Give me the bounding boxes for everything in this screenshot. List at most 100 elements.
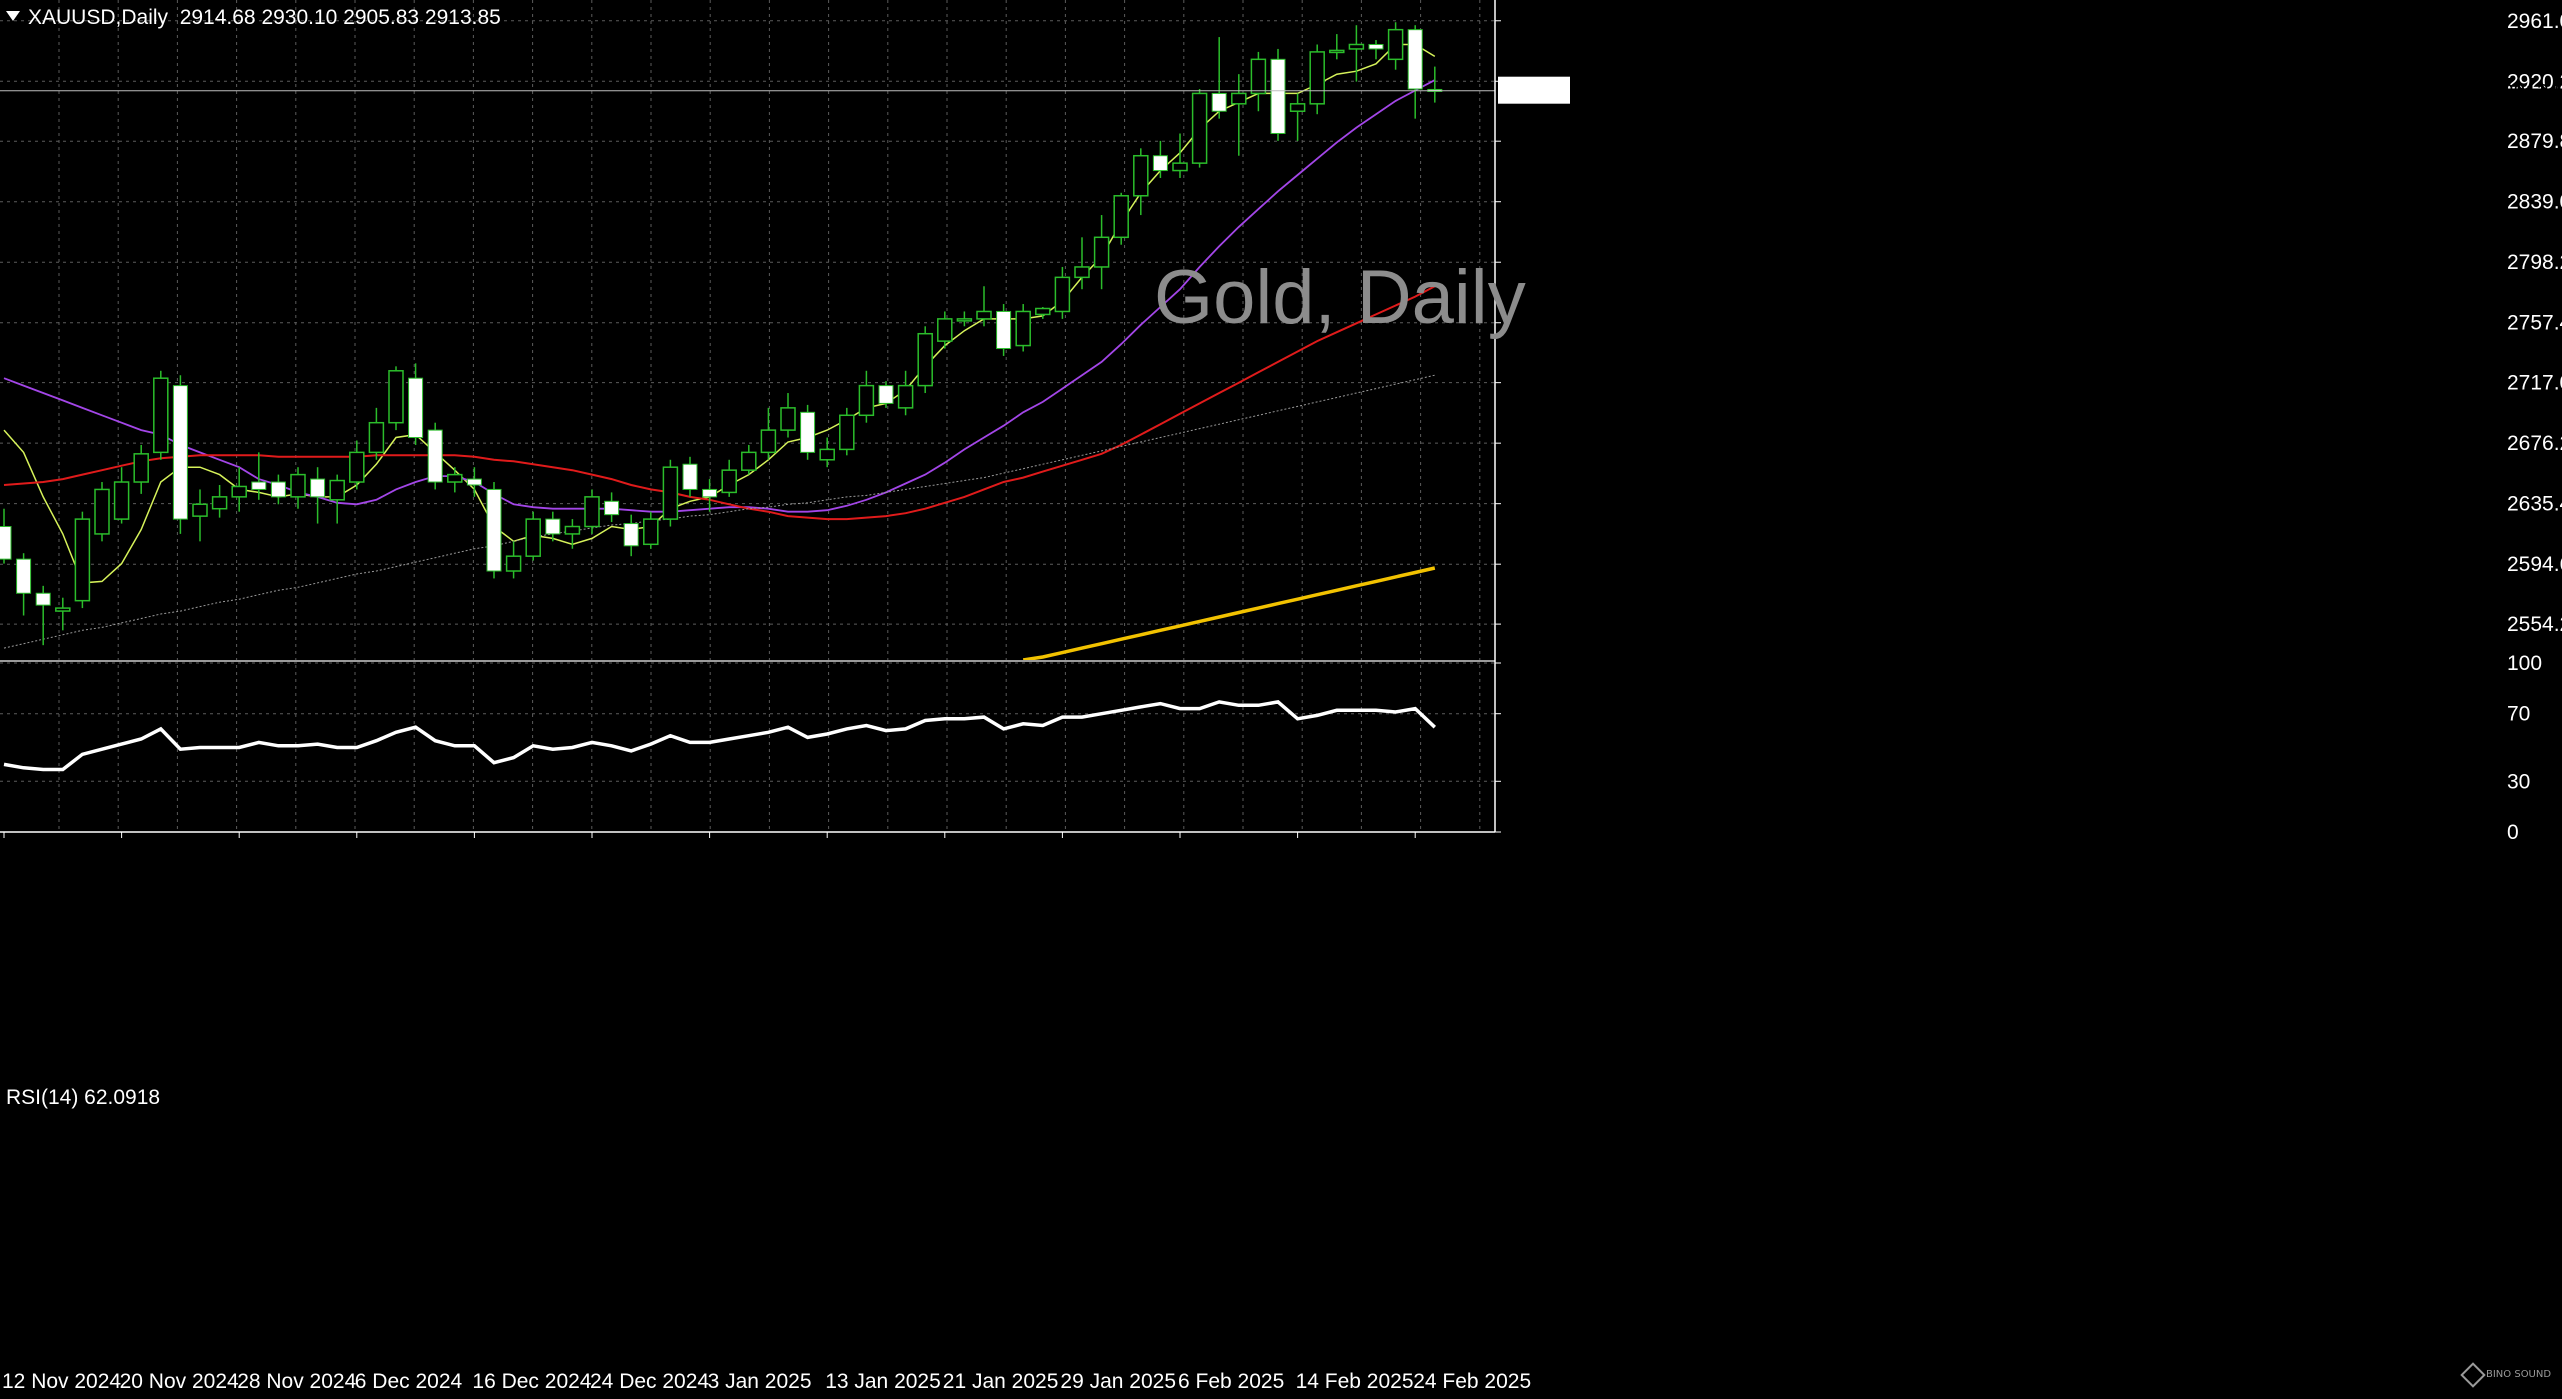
candle (623, 514, 639, 557)
time-tick-label: 16 Dec 2024 (472, 1370, 591, 1393)
price-tick-label: 2798.20 (2507, 251, 2562, 274)
grid-lines (0, 0, 1495, 833)
candle-body-bear (682, 463, 698, 490)
candle-body-bull (133, 453, 149, 483)
candle-body-bull (564, 525, 581, 535)
candle (368, 407, 385, 460)
candle (113, 467, 130, 524)
candle-body-bear (996, 310, 1012, 350)
time-tick-label: 20 Nov 2024 (120, 1370, 239, 1393)
candle (878, 381, 894, 408)
candle (74, 511, 91, 609)
candle (858, 370, 875, 423)
candle (505, 541, 522, 579)
candle (760, 407, 777, 460)
candle-body-bear (623, 523, 639, 547)
candle (800, 404, 816, 460)
rsi-line (3, 700, 1437, 772)
candle-body-bull (917, 332, 933, 387)
candle (172, 375, 188, 534)
candle-body-bear (1270, 58, 1286, 134)
candle (917, 326, 933, 394)
candle-body-bull (741, 451, 757, 471)
candle (1054, 266, 1071, 319)
candle (290, 467, 306, 509)
candle (721, 459, 737, 497)
logo-diamond-icon (2460, 1362, 2486, 1388)
price-axis: 2554.20 2594.60 2635.40 2676.20 2717.00 2757.… (0, 10, 2562, 636)
rsi-header: RSI(14) 62.0918 (6, 1086, 161, 1109)
candle (897, 370, 914, 416)
candle-body-bull (447, 473, 463, 483)
time-tick-label: 21 Jan 2025 (943, 1370, 1059, 1393)
candle-body-bull (780, 407, 796, 431)
candle-body-bear (310, 478, 326, 498)
candle (427, 422, 443, 490)
candle-body-bear (486, 488, 502, 572)
logo-text: BINO SOUND (2486, 1369, 2552, 1380)
candle-body-bull (1074, 266, 1090, 279)
candle (349, 440, 365, 490)
candle-body-bear (270, 481, 286, 498)
candle-body-bull (1172, 162, 1188, 172)
candle-body-bull (525, 518, 541, 557)
candle (388, 366, 404, 431)
candle (1172, 133, 1188, 178)
candle-body-bull (760, 429, 777, 454)
ma-very-slow-line (3, 374, 1435, 649)
candle-body-bear (16, 558, 32, 594)
candle (310, 467, 326, 524)
candle (956, 311, 973, 327)
candle-body-bear (604, 500, 620, 516)
candle (1289, 93, 1306, 141)
time-tick-label: 14 Feb 2025 (1296, 1370, 1414, 1393)
candle (270, 474, 286, 505)
price-tick-label: 2757.40 (2507, 312, 2562, 335)
candle-body-bull (211, 496, 228, 510)
candle (1250, 51, 1267, 112)
candle-body-bull (1309, 51, 1325, 105)
ma-slow-line (3, 285, 1436, 521)
price-tick-label: 2839.00 (2507, 191, 2562, 214)
candle (584, 489, 600, 534)
candle (329, 474, 345, 524)
candle-body-bull (1231, 92, 1247, 105)
candle (976, 286, 992, 327)
dropdown-triangle-icon[interactable] (6, 11, 20, 21)
candle (0, 508, 12, 564)
time-tick-label: 12 Nov 2024 (2, 1370, 121, 1393)
candle-body-bull (662, 466, 679, 520)
price-tick-label: 2554.20 (2507, 613, 2562, 636)
candle-body-bear (1407, 29, 1423, 90)
ma-200-line (1022, 566, 1436, 660)
candle-body-bear (702, 488, 718, 498)
chart-frame (0, 0, 1496, 833)
candle-body-bull (858, 384, 875, 417)
candle-body-bull (1348, 43, 1365, 50)
candle (1191, 88, 1208, 168)
candle (486, 482, 502, 579)
rsi-tick-label: 70 (2507, 703, 2530, 726)
ma-medium-line (3, 79, 1436, 513)
candle-body-bull (1387, 28, 1404, 61)
candle-body-bull (329, 479, 345, 501)
candle-body-bull (153, 377, 169, 454)
candle-body-bull (721, 469, 737, 494)
price-tick-label: 2920.20 (2507, 70, 2562, 93)
candle (1035, 307, 1051, 319)
candle-body-bear (35, 592, 51, 606)
symbol-label: XAUUSD,Daily (28, 6, 169, 29)
candle (1133, 148, 1149, 216)
time-tick-label: 6 Dec 2024 (355, 1370, 463, 1393)
candle-body-bull (368, 421, 385, 454)
candle (604, 492, 620, 523)
symbol-header[interactable]: XAUUSD,Daily 2914.68 2930.10 2905.83 291… (6, 6, 501, 30)
candle (1368, 40, 1384, 60)
time-tick-label: 13 Jan 2025 (825, 1370, 941, 1393)
candle (1152, 140, 1168, 178)
candle-body-bull (1015, 310, 1031, 347)
candle (525, 511, 541, 561)
candle (937, 311, 953, 349)
candle-body-bull (1054, 276, 1071, 313)
